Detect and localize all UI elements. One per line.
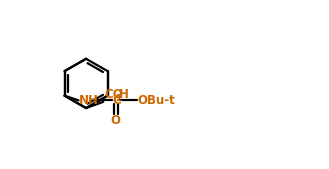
Text: CO: CO — [104, 88, 123, 101]
Text: OBu-t: OBu-t — [138, 94, 175, 107]
Text: C: C — [113, 94, 121, 107]
Text: 2: 2 — [115, 94, 121, 103]
Text: H: H — [119, 88, 129, 101]
Text: O: O — [111, 114, 121, 127]
Text: NH: NH — [79, 94, 99, 107]
